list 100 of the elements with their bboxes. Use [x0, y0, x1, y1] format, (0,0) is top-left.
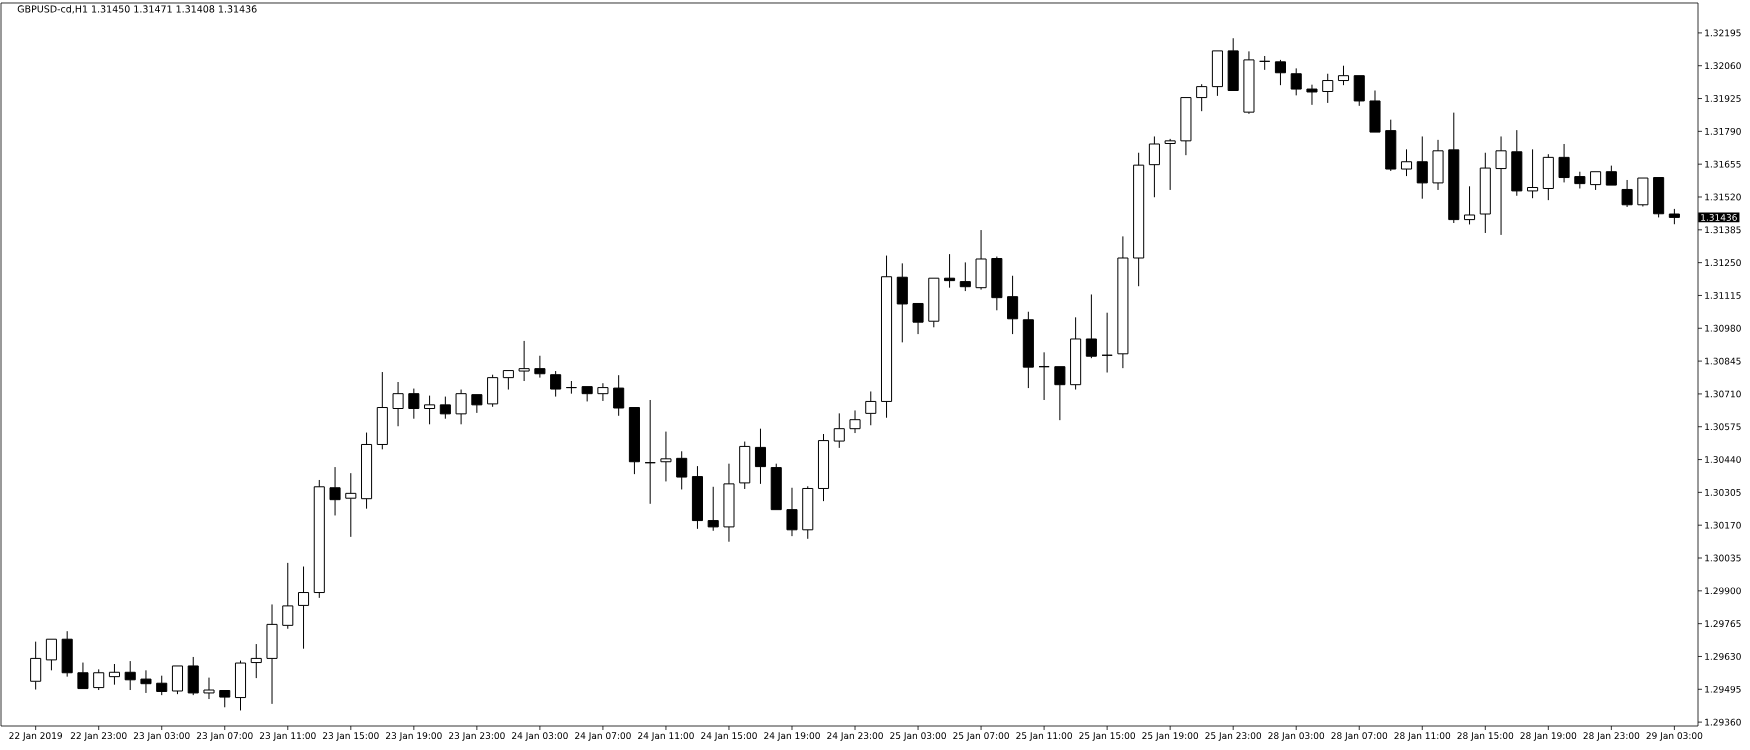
candlestick — [770, 463, 782, 511]
candlestick — [1274, 59, 1286, 86]
x-tick-label: 23 Jan 03:00 — [133, 732, 190, 741]
candlestick — [250, 643, 262, 679]
candlestick — [896, 262, 908, 343]
candlestick — [786, 487, 798, 537]
x-tick-label: 28 Jan 23:00 — [1583, 732, 1640, 741]
candlestick — [502, 370, 514, 391]
candlestick — [219, 690, 231, 708]
candlestick — [534, 355, 546, 379]
candlestick — [408, 388, 420, 420]
x-tick-label: 24 Jan 19:00 — [764, 732, 820, 741]
candlestick — [1322, 73, 1334, 104]
candlestick — [565, 380, 577, 395]
candlestick — [723, 463, 735, 543]
y-tick-label: 1.29360 — [1705, 718, 1741, 726]
text: 1.31436 — [1701, 214, 1737, 221]
y-tick-label: 1.29630 — [1705, 653, 1741, 660]
y-tick-label: 1.29765 — [1705, 620, 1741, 628]
y-tick-label: 1.32060 — [1705, 62, 1741, 70]
candlestick — [865, 390, 877, 426]
y-tick-label: 1.31250 — [1705, 259, 1741, 267]
x-tick-label: 24 Jan 03:00 — [512, 732, 568, 741]
x-tick-label: 23 Jan 19:00 — [385, 732, 442, 741]
candlestick — [439, 396, 451, 420]
candlestick — [1416, 135, 1428, 200]
candlestick — [282, 562, 294, 630]
candlestick — [1495, 135, 1507, 236]
x-tick-label: 28 Jan 15:00 — [1457, 732, 1514, 741]
x-tick-label: 25 Jan 03:00 — [890, 732, 946, 741]
candlestick — [234, 660, 247, 711]
y-tick-label: 1.30035 — [1705, 554, 1741, 562]
x-tick-label: 28 Jan 03:00 — [1268, 732, 1325, 741]
y-tick-label: 1.30575 — [1705, 423, 1741, 431]
candlestick — [61, 630, 73, 678]
candlestick — [93, 668, 105, 691]
x-tick-label: 23 Jan 07:00 — [196, 732, 253, 741]
x-tick-label: 29 Jan 03:00 — [1646, 732, 1703, 741]
candlestick — [1590, 171, 1602, 191]
candlestick — [455, 389, 467, 425]
candlestick — [424, 395, 436, 425]
candlestick — [880, 255, 893, 419]
candlestick — [518, 340, 530, 382]
x-tick-label: 23 Jan 15:00 — [322, 732, 379, 741]
candlestick — [676, 450, 688, 490]
candlestick — [1605, 165, 1617, 186]
candlestick — [1022, 311, 1034, 389]
candlestick — [1211, 50, 1223, 97]
candlestick — [329, 466, 341, 516]
x-tick-label: 24 Jan 11:00 — [638, 732, 694, 741]
y-tick-label: 1.30845 — [1705, 357, 1741, 365]
y-tick-label: 1.31115 — [1705, 292, 1741, 299]
candlestick — [266, 603, 278, 705]
candlestick — [597, 382, 609, 402]
x-tick-label: 28 Jan 19:00 — [1520, 732, 1577, 741]
candlestick — [345, 472, 357, 538]
candlestick — [817, 433, 830, 502]
candlestick — [1369, 90, 1381, 133]
y-tick-label: 1.30710 — [1705, 390, 1741, 398]
candlestick — [991, 256, 1003, 311]
x-tick-label: 25 Jan 15:00 — [1079, 732, 1136, 741]
candlestick — [1479, 152, 1491, 234]
candlestick — [691, 465, 703, 530]
candlestick — [1558, 143, 1570, 183]
candlestick — [30, 641, 42, 691]
x-tick-label: 24 Jan 07:00 — [575, 732, 631, 741]
y-tick-label: 1.31655 — [1705, 160, 1741, 168]
candlestick — [1117, 235, 1129, 369]
candlestick — [1054, 366, 1066, 421]
candlestick — [1621, 179, 1633, 208]
candlestick — [124, 660, 136, 691]
candlestick — [471, 394, 483, 414]
candlestick — [1164, 138, 1176, 191]
y-tick-label: 1.30170 — [1705, 521, 1741, 529]
chart-title: GBPUSD-cd,H1 1.31450 1.31471 1.31408 1.31436 — [17, 5, 257, 14]
y-tick-label: 1.32195 — [1705, 29, 1741, 37]
candlestick — [849, 409, 861, 434]
candlestick — [1542, 153, 1554, 201]
candlestick — [1133, 152, 1145, 287]
candlestick — [45, 638, 57, 671]
y-tick-label: 1.31385 — [1705, 226, 1741, 234]
x-tick-label: 24 Jan 23:00 — [827, 732, 883, 741]
y-tick-label: 1.31520 — [1705, 193, 1741, 201]
y-tick-label: 1.31790 — [1705, 127, 1741, 135]
x-tick-label: 28 Jan 11:00 — [1394, 732, 1451, 741]
candlestick — [203, 677, 215, 700]
x-tick-label: 25 Jan 07:00 — [953, 732, 1009, 741]
candlestick — [1196, 83, 1208, 112]
candlestick — [1007, 275, 1019, 335]
candlestick — [802, 485, 814, 540]
x-tick-label: 28 Jan 07:00 — [1331, 732, 1388, 741]
x-tick-label: 22 Jan 2019 — [9, 732, 62, 741]
candlestick — [1306, 84, 1318, 106]
x-tick-label: 23 Jan 11:00 — [259, 732, 316, 741]
candlestick — [628, 407, 640, 475]
candlestick — [644, 399, 656, 505]
candlestick — [912, 302, 924, 335]
candlestick — [77, 662, 89, 690]
y-tick-label: 1.30980 — [1705, 324, 1741, 332]
x-tick-label: 25 Jan 23:00 — [1205, 732, 1262, 741]
